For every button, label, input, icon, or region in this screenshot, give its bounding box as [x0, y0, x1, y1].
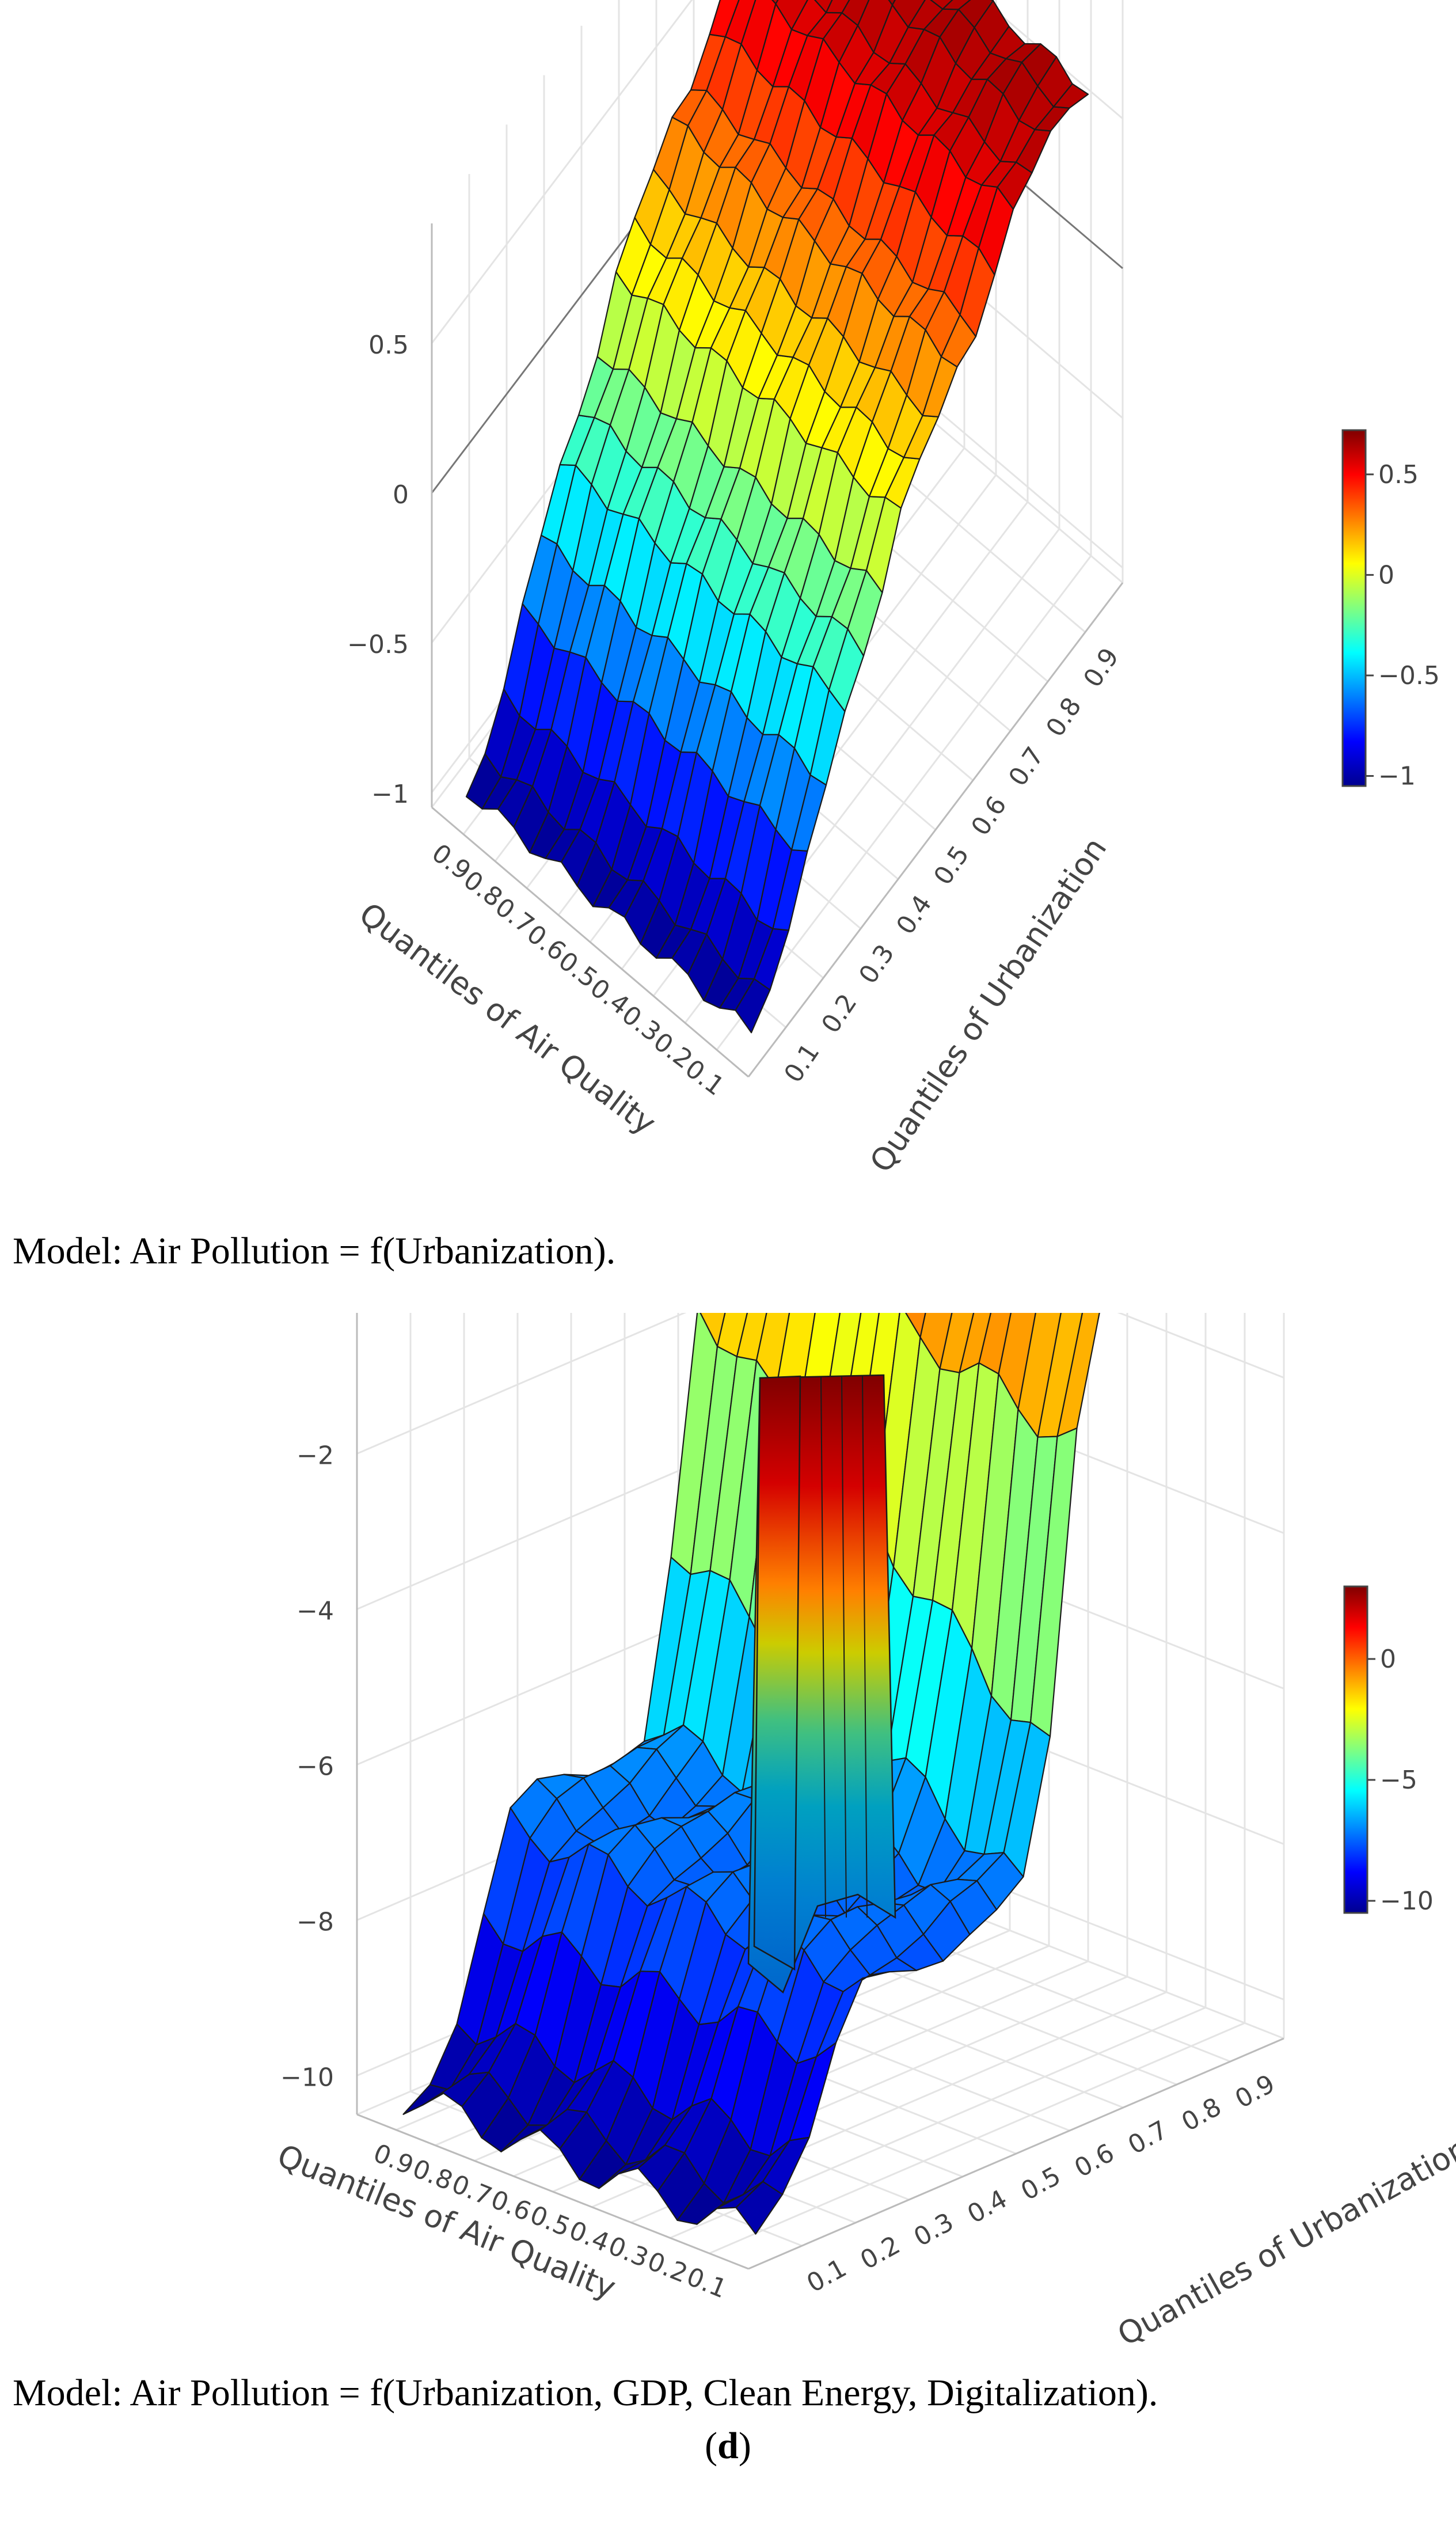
z-tick-label: −0.5: [347, 630, 409, 659]
colorbar-tick-label: −5: [1380, 1766, 1417, 1795]
colorbar-gradient: [1343, 1585, 1368, 1914]
z-tick-label: 0: [393, 480, 409, 510]
surface-facet: [888, 0, 896, 6]
y-tick-label: 0.7: [1003, 742, 1050, 792]
x-tick-label: 0.3: [604, 2231, 652, 2273]
y-tick-label: 0.1: [778, 1038, 825, 1088]
y-axis-title: Quantiles of Urbanization: [863, 831, 1114, 1179]
colorbar-tick-label: −1: [1378, 762, 1416, 791]
y-tick-label: 0.7: [1123, 2115, 1173, 2161]
x-tick-label: 0.6: [486, 2185, 535, 2227]
colorbar-tick-label: −10: [1380, 1886, 1434, 1916]
z-tick-label: −10: [280, 2063, 334, 2093]
surface-facet: [841, 0, 870, 26]
surface-facet: [1052, 83, 1089, 109]
surface-spike-side: [753, 1375, 801, 1971]
panel-label: (d): [705, 2425, 751, 2467]
colorbar-gradient: [1341, 429, 1367, 787]
y-tick-label: 0.9: [1230, 2069, 1280, 2114]
x-tick-label: 0.4: [565, 2216, 613, 2258]
x-tick-label: 0.1: [682, 2262, 731, 2304]
y-tick-label: 0.6: [1070, 2138, 1119, 2184]
y-axis-title: Quantiles of Urbanization: [1112, 2130, 1456, 2353]
x-tick-label: 0.5: [526, 2200, 574, 2243]
y-tick-label: 0.2: [856, 2230, 905, 2276]
caption-model-d: Model: Air Pollution = f(Urbanization, G…: [13, 2372, 1158, 2414]
y-tick-label: 0.8: [1177, 2092, 1226, 2137]
surface-mesh: [402, 1313, 1100, 2235]
chart-panel-urbanization: −1 −0.5 0 0.5 0.1 0.2 0.3 0.4 0.5 0.6 0.7 0.8 0.9 0.1…: [0, 0, 1456, 1198]
surface-facet: [735, 2181, 784, 2235]
spike-mesh-line: [862, 1376, 868, 1918]
y-tick-label: 0.2: [816, 989, 862, 1039]
surface-facet: [930, 0, 953, 10]
surface-plot-full-model: 20−2−4−6−8−100.10.20.30.40.50.60.70.80.9…: [272, 1313, 1456, 2353]
z-tick-label: −8: [296, 1908, 334, 1937]
y-tick-label: 0.4: [891, 890, 937, 940]
z-tick-label: −1: [371, 780, 409, 809]
y-tick-label: 0.6: [965, 791, 1012, 841]
y-tick-label: 0.3: [909, 2207, 959, 2253]
y-tick-label: 0.9: [1078, 643, 1124, 693]
y-tick-label: 0.5: [1016, 2161, 1066, 2207]
colorbar-tick-label: 0: [1380, 1645, 1396, 1674]
colorbar-tick-label: −0.5: [1378, 661, 1440, 690]
colorbar: 0.5 0 −0.5 −1: [1341, 429, 1440, 791]
surface-mesh: [465, 0, 1089, 1034]
z-tick-label: −2: [296, 1441, 334, 1471]
y-tick-label: 0.5: [928, 841, 975, 891]
spike-mesh-line: [841, 1376, 847, 1918]
y-tick-label: 0.3: [853, 939, 900, 989]
colorbar-tick-label: 0: [1378, 560, 1394, 590]
x-tick-label: 0.2: [643, 2246, 691, 2289]
y-tick-label: 0.4: [963, 2184, 1012, 2230]
y-tick-label: 0.1: [802, 2253, 851, 2299]
z-tick-label: −4: [296, 1597, 334, 1626]
surface-facet: [771, 0, 779, 5]
colorbar: 0 −5 −10: [1343, 1585, 1434, 1916]
z-tick-label: 0.5: [368, 331, 409, 360]
colorbar-tick-label: 0.5: [1378, 460, 1419, 489]
surface-facet: [942, 0, 971, 10]
caption-model-c: Model: Air Pollution = f(Urbanization).: [13, 1230, 616, 1272]
z-tick-label: 0: [318, 1313, 334, 1315]
chart-panel-full-model: 20−2−4−6−8−100.10.20.30.40.50.60.70.80.9…: [0, 1313, 1456, 2413]
surface-facet: [814, 0, 833, 13]
surface-plot-urbanization: −1−0.500.50.10.20.30.40.50.60.70.80.90.1…: [347, 0, 1440, 1179]
y-tick-label: 0.8: [1040, 692, 1087, 742]
spike-mesh-line: [820, 1376, 826, 1918]
z-tick-label: −6: [296, 1752, 334, 1782]
